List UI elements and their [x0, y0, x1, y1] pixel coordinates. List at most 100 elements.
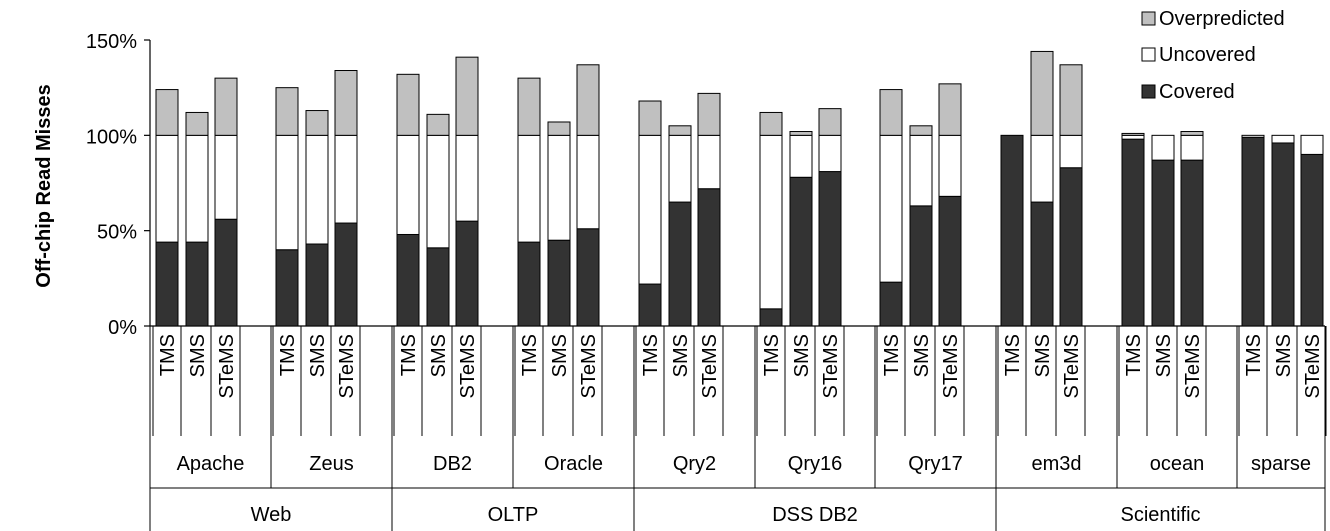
- x-tick-label: STeMS: [336, 334, 358, 398]
- bar-segment-uncovered: [1121, 134, 1145, 140]
- bar-segment-covered: [1121, 138, 1145, 327]
- x-tick-label: TMS: [277, 334, 299, 376]
- bar-segment-overpredicted: [275, 87, 299, 136]
- x-tick-label: STeMS: [1302, 334, 1324, 398]
- bars: [155, 50, 1324, 327]
- x-tick-label: SMS: [791, 334, 813, 377]
- legend-label: Covered: [1159, 81, 1235, 103]
- benchmark-label: Zeus: [309, 453, 353, 475]
- bar-segment-uncovered: [789, 134, 813, 178]
- bar-segment-uncovered: [576, 134, 600, 230]
- bar-segment-uncovered: [334, 134, 358, 224]
- y-tick-label: 0%: [108, 317, 137, 339]
- bar-segment-uncovered: [668, 134, 692, 203]
- x-tick-label: STeMS: [820, 334, 842, 398]
- x-tick-label: TMS: [398, 334, 420, 376]
- bar-segment-covered: [547, 239, 571, 327]
- bar-segment-overpredicted: [305, 110, 329, 136]
- bar-segment-covered: [426, 247, 450, 327]
- bar-segment-overpredicted: [517, 77, 541, 136]
- bar-segment-covered: [334, 222, 358, 327]
- benchmark-label: Oracle: [544, 453, 603, 475]
- bar-segment-uncovered: [759, 134, 783, 310]
- bar-segment-covered: [1180, 159, 1204, 327]
- group-label: OLTP: [488, 504, 539, 526]
- y-tick-label: 100%: [86, 126, 137, 148]
- bar-segment-overpredicted: [1180, 131, 1204, 136]
- x-tick-label: SMS: [549, 334, 571, 377]
- bar-segment-uncovered: [275, 134, 299, 251]
- x-axis-labels: TMS SMS STeMS Apache TMS SMS STeMS Zeus TMS SMS ST…: [149, 326, 1327, 531]
- bar-segment-covered: [879, 281, 903, 327]
- bar-segment-overpredicted: [668, 125, 692, 136]
- bar-segment-uncovered: [547, 134, 571, 241]
- x-tick-label: TMS: [1243, 334, 1265, 376]
- bar-segment-covered: [759, 308, 783, 327]
- bar-segment-covered: [517, 241, 541, 327]
- x-tick-label: SMS: [428, 334, 450, 377]
- x-tick-label: TMS: [157, 334, 179, 376]
- bar-segment-covered: [305, 243, 329, 327]
- bar-segment-covered: [938, 195, 962, 327]
- bar-segment-overpredicted: [1059, 64, 1083, 136]
- legend: Overpredicted Uncovered Covered: [1141, 8, 1285, 103]
- bar-segment-covered: [155, 241, 179, 327]
- bar-segment-overpredicted: [909, 125, 933, 136]
- x-tick-label: SMS: [1273, 334, 1295, 377]
- x-tick-label: SMS: [307, 334, 329, 377]
- x-tick-label: TMS: [1002, 334, 1024, 376]
- bar-segment-covered: [185, 241, 209, 327]
- y-tick-label: 150%: [86, 31, 137, 53]
- x-tick-label: SMS: [670, 334, 692, 377]
- group-label: DSS DB2: [772, 504, 858, 526]
- legend-swatch-uncovered: [1141, 47, 1156, 62]
- bar-segment-overpredicted: [938, 83, 962, 136]
- benchmark-label: Qry2: [673, 453, 716, 475]
- benchmark-label: Qry16: [788, 453, 842, 475]
- x-tick-label: SMS: [187, 334, 209, 377]
- group-label: Scientific: [1120, 504, 1200, 526]
- bar-segment-covered: [576, 228, 600, 327]
- x-tick-label: SMS: [1153, 334, 1175, 377]
- bar-segment-uncovered: [455, 134, 479, 222]
- x-tick-label: STeMS: [699, 334, 721, 398]
- bar-segment-overpredicted: [1121, 132, 1145, 136]
- x-tick-label: STeMS: [1182, 334, 1204, 398]
- bar-segment-uncovered: [638, 134, 662, 285]
- bar-segment-uncovered: [517, 134, 541, 243]
- bar-segment-uncovered: [697, 134, 721, 190]
- bar-segment-uncovered: [909, 134, 933, 207]
- bar-segment-overpredicted: [789, 131, 813, 136]
- bar-segment-uncovered: [1059, 134, 1083, 169]
- x-tick-label: SMS: [911, 334, 933, 377]
- benchmark-label: sparse: [1251, 453, 1311, 475]
- bar-segment-covered: [668, 201, 692, 327]
- x-tick-label: STeMS: [1061, 334, 1083, 398]
- bar-segment-covered: [1030, 201, 1054, 327]
- benchmark-label: ocean: [1150, 453, 1205, 475]
- bar-segment-uncovered: [185, 134, 209, 243]
- bar-segment-overpredicted: [818, 108, 842, 136]
- bar-segment-uncovered: [879, 134, 903, 283]
- bar-segment-covered: [818, 171, 842, 327]
- bar-segment-uncovered: [305, 134, 329, 245]
- bar-segment-covered: [455, 220, 479, 327]
- bar-segment-overpredicted: [879, 89, 903, 136]
- x-tick-label: STeMS: [940, 334, 962, 398]
- bar-segment-overpredicted: [185, 111, 209, 136]
- bar-segment-covered: [214, 218, 238, 327]
- bar-segment-uncovered: [1030, 134, 1054, 203]
- bar-segment-uncovered: [214, 134, 238, 220]
- bar-segment-covered: [1151, 159, 1175, 327]
- bar-segment-uncovered: [1241, 134, 1265, 138]
- bar-segment-overpredicted: [396, 73, 420, 136]
- bar-segment-covered: [275, 249, 299, 327]
- bar-segment-overpredicted: [426, 113, 450, 136]
- legend-swatch-covered: [1141, 84, 1156, 99]
- bar-segment-overpredicted: [455, 56, 479, 136]
- benchmark-label: Qry17: [908, 453, 962, 475]
- bar-segment-overpredicted: [214, 77, 238, 136]
- x-tick-label: TMS: [881, 334, 903, 376]
